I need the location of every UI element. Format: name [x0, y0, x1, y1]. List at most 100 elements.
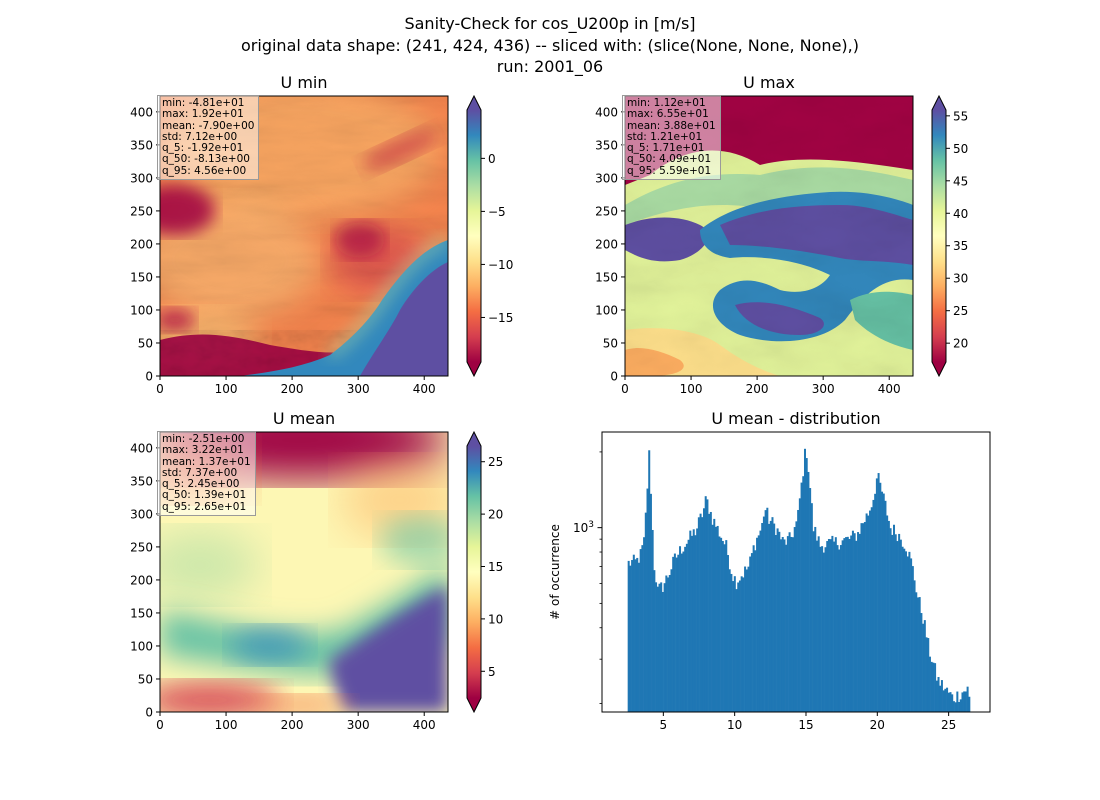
histogram-bar: [780, 539, 783, 712]
histogram-bar: [795, 521, 798, 712]
histogram-bar: [834, 537, 837, 712]
x-tick-label: 100: [215, 382, 238, 396]
histogram-bar: [918, 597, 921, 712]
histogram-bar: [807, 471, 810, 712]
histogram-bar: [680, 553, 683, 712]
histogram-bar: [901, 546, 904, 712]
histogram-bar: [814, 526, 817, 712]
histogram-bar: [927, 638, 930, 712]
colorbar-tick-label: 35: [953, 239, 968, 253]
x-tick-label: 400: [413, 382, 436, 396]
histogram-bar: [858, 533, 861, 712]
histogram-bar: [762, 516, 765, 712]
colorbar-u-min: −15 −10 −5 0: [466, 94, 513, 378]
x-tick-label: 300: [347, 718, 370, 732]
stat-mean: mean: 3.88e+01: [627, 119, 716, 132]
stat-min: min: -2.51e+00: [162, 433, 245, 445]
histogram-bar: [651, 529, 654, 712]
stat-q50: q_50: -8.13e+00: [162, 153, 250, 166]
histogram-bar: [720, 537, 723, 712]
colorbar-tick-label: −10: [488, 258, 513, 272]
histogram-bar: [768, 523, 771, 712]
histogram-bar: [706, 499, 709, 712]
histogram-bar: [641, 545, 644, 712]
figure-suptitle-line-2: original data shape: (241, 424, 436) -- …: [241, 36, 859, 55]
stats-box-u-min: min: -4.81e+01 max: 1.92e+01 mean: -7.90…: [157, 95, 260, 181]
histogram-bar: [735, 589, 738, 712]
histogram-bar: [667, 577, 670, 712]
x-tick-label: 300: [347, 382, 370, 396]
histogram-bar: [964, 691, 967, 712]
histogram-bar: [694, 535, 697, 712]
stat-std: std: 7.12e+00: [162, 130, 238, 143]
histogram-bar: [696, 528, 699, 712]
histogram-bar: [829, 539, 832, 712]
histogram-bar: [675, 557, 678, 712]
panel-title: U mean - distribution: [711, 409, 880, 428]
histogram-bar: [831, 535, 834, 712]
histogram-bar: [951, 694, 954, 712]
histogram-bar: [850, 535, 853, 712]
histogram-bar: [643, 537, 646, 712]
colorbar-extend-min: [467, 698, 481, 712]
histogram-bar: [879, 482, 882, 712]
histogram-bar: [655, 582, 658, 712]
histogram-bar: [718, 536, 721, 712]
colorbar-tick-label: 30: [953, 272, 968, 286]
histogram-bar: [930, 661, 933, 712]
histogram-bar: [911, 566, 914, 712]
histogram-bar: [631, 560, 634, 712]
histogram-bar: [923, 620, 926, 712]
colorbar-tick-label: 5: [488, 665, 496, 679]
histogram-bar: [732, 581, 735, 712]
histogram-bar: [893, 524, 896, 712]
histogram-bar: [673, 553, 676, 712]
histogram-bar: [956, 691, 959, 712]
histogram-bar: [786, 536, 789, 712]
y-tick-label: 250: [595, 204, 618, 218]
histogram-bar: [894, 534, 897, 712]
y-tick-label: 400: [130, 441, 153, 455]
stat-q95: q_95: 5.59e+01: [627, 164, 712, 177]
panel-title: U max: [743, 73, 795, 92]
histogram-bar: [863, 522, 866, 712]
colorbar-tick-label: 50: [953, 142, 968, 156]
histogram-bar: [968, 696, 971, 712]
histogram-bar: [774, 534, 777, 712]
plot-frame: [159, 431, 449, 713]
colorbar-gradient: [467, 446, 481, 698]
histogram-bar: [761, 523, 764, 712]
histogram-bar: [817, 536, 820, 712]
histogram-bar: [790, 536, 793, 712]
histogram-bar: [665, 575, 668, 712]
x-tick-label: 100: [215, 718, 238, 732]
histogram-bar: [756, 537, 759, 712]
histogram-bar: [709, 511, 712, 712]
histogram-bar: [670, 569, 673, 712]
histogram-bar: [644, 512, 647, 712]
x-tick-label: 5: [660, 718, 668, 732]
histogram-bar: [952, 701, 955, 712]
histogram-bar: [704, 496, 707, 712]
histogram-bar: [903, 548, 906, 712]
histogram-bar: [793, 527, 796, 712]
x-tick-label: 0: [156, 382, 164, 396]
histogram-bar: [685, 543, 688, 712]
histogram-bar: [701, 517, 704, 712]
histogram-bar: [721, 540, 724, 712]
x-tick-label: 20: [870, 718, 885, 732]
histogram-bar: [874, 493, 877, 712]
panel-title: U mean: [273, 409, 335, 428]
stats-box-u-max: min: 1.12e+01 max: 6.55e+01 mean: 3.88e+…: [622, 95, 721, 181]
histogram-bar: [750, 553, 753, 712]
histogram-bar: [947, 692, 950, 712]
histogram-bar: [757, 535, 760, 712]
histogram-bar: [714, 526, 717, 712]
histogram-bar: [699, 513, 702, 712]
histogram-bar: [884, 500, 887, 712]
y-axis-label: # of occurrence: [548, 524, 562, 620]
histogram-bar: [682, 551, 685, 712]
histogram-bar: [887, 520, 890, 712]
histogram-bar: [812, 531, 815, 712]
